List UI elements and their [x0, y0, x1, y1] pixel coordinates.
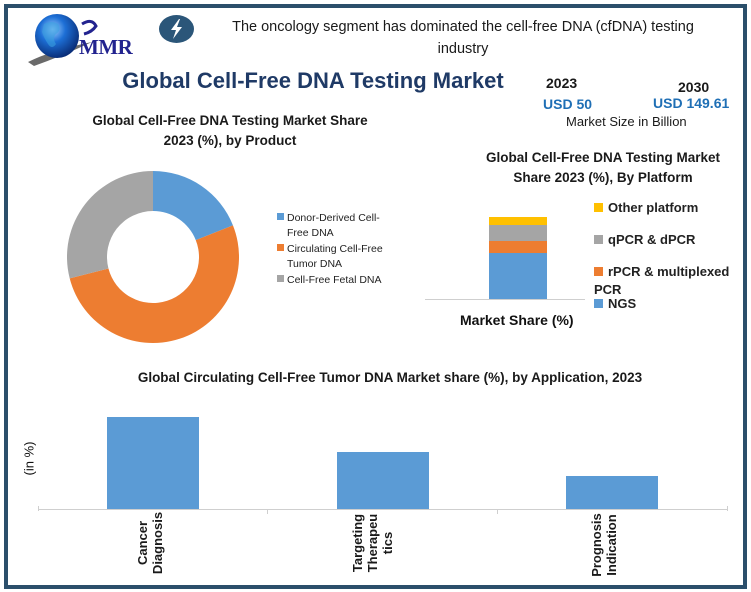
legend-swatch-gray [594, 235, 603, 244]
x-label-line: Prognosis [589, 513, 604, 577]
product-chart-title-line1: Global Cell-Free DNA Testing Market Shar… [92, 113, 368, 128]
application-y-label-wrap: (in %) [14, 442, 44, 476]
donut-slice [67, 171, 153, 279]
lightning-bolt-icon [159, 15, 194, 43]
legend-item-qpcr-dpcr: qPCR & dPCR [594, 231, 695, 249]
x-label-line: Therapeu [365, 513, 380, 573]
legend-item-rpcr-multiplexed: rPCR & multiplexed PCR [594, 263, 729, 299]
stack-segment-ngs [489, 253, 547, 299]
application-x-axis [38, 509, 728, 510]
product-donut-chart [66, 170, 240, 344]
legend-item-fetal-dna: Cell-Free Fetal DNA [277, 273, 382, 288]
legend-item-ngs: NGS [594, 295, 636, 313]
legend-swatch-yellow [594, 203, 603, 212]
axis-tick [267, 509, 268, 514]
legend-label-cont: PCR [594, 282, 622, 297]
legend-swatch-blue [277, 213, 284, 220]
legend-label: Cell-Free Fetal DNA [287, 274, 382, 286]
x-label-prognosis-indication: Prognosis Indication [589, 503, 623, 587]
product-chart-title-line2: 2023 (%), by Product [163, 133, 297, 148]
mmr-logo: MMR [22, 12, 142, 68]
legend-label: rPCR & multiplexed [608, 264, 730, 279]
headline-text: The oncology segment has dominated the c… [232, 19, 694, 57]
product-chart-title: Global Cell-Free DNA Testing Market Shar… [70, 111, 390, 151]
x-label-targeting-therapeutics: Targeting Therapeu tics [350, 497, 398, 589]
x-label-line: Cancer [135, 520, 150, 566]
x-label-cancer-diagnosis: Cancer Diagnosis [135, 505, 169, 581]
market-value-end: USD 149.61 [653, 95, 730, 111]
bar-targeting-therapeutics [337, 451, 429, 509]
bar-cancer-diagnosis [107, 417, 199, 509]
x-label-line: tics [380, 531, 395, 555]
axis-tick [38, 506, 39, 511]
x-label-line: Diagnosis [150, 511, 165, 575]
legend-item-donor-derived: Donor-Derived Cell- Free DNA [277, 211, 380, 241]
axis-tick [727, 506, 728, 511]
market-value-start: USD 50 [543, 96, 593, 112]
legend-label: Donor-Derived Cell- [287, 212, 380, 224]
legend-item-circulating-tumor: Circulating Cell-Free Tumor DNA [277, 242, 383, 272]
legend-label: Other platform [608, 200, 699, 215]
legend-label: qPCR & dPCR [608, 232, 696, 247]
logo-text: MMR [79, 35, 133, 59]
application-chart-title: Global Circulating Cell-Free Tumor DNA M… [137, 370, 643, 385]
legend-label-cont: Tumor DNA [287, 258, 343, 270]
platform-stacked-bar [489, 217, 547, 299]
stack-segment-qpcr-dpcr [489, 225, 547, 241]
platform-axis-line [425, 299, 585, 300]
legend-item-other-platform: Other platform [594, 199, 698, 217]
legend-label: Circulating Cell-Free [287, 243, 383, 255]
platform-chart-title: Global Cell-Free DNA Testing Market Shar… [468, 148, 738, 188]
x-label-line: Targeting [350, 513, 365, 573]
platform-x-label: Market Share (%) [460, 312, 574, 328]
globe-icon [28, 14, 98, 66]
page-title: Global Cell-Free DNA Testing Market [122, 68, 504, 93]
x-label-line: Indication [604, 514, 619, 576]
market-size-caption: Market Size in Billion [566, 114, 687, 129]
legend-swatch-orange [594, 267, 603, 276]
donut-slice [69, 225, 239, 343]
legend-swatch-gray [277, 275, 284, 282]
application-y-label: (in %) [21, 441, 37, 476]
market-year-end: 2030 [678, 79, 710, 95]
donut-slice [153, 171, 233, 241]
stack-segment-rpcr-multiplexed-pcr [489, 240, 547, 254]
legend-label: NGS [608, 296, 637, 311]
platform-chart-title-line2: Share 2023 (%), By Platform [513, 170, 693, 185]
platform-chart-title-line1: Global Cell-Free DNA Testing Market [485, 150, 721, 165]
stack-segment-other-platform [489, 217, 547, 226]
legend-swatch-orange [277, 244, 284, 251]
legend-swatch-blue [594, 299, 603, 308]
axis-tick [497, 509, 498, 514]
bar-prognosis-indication [566, 475, 658, 509]
market-year-start: 2023 [546, 75, 578, 91]
legend-label-cont: Free DNA [287, 227, 334, 239]
